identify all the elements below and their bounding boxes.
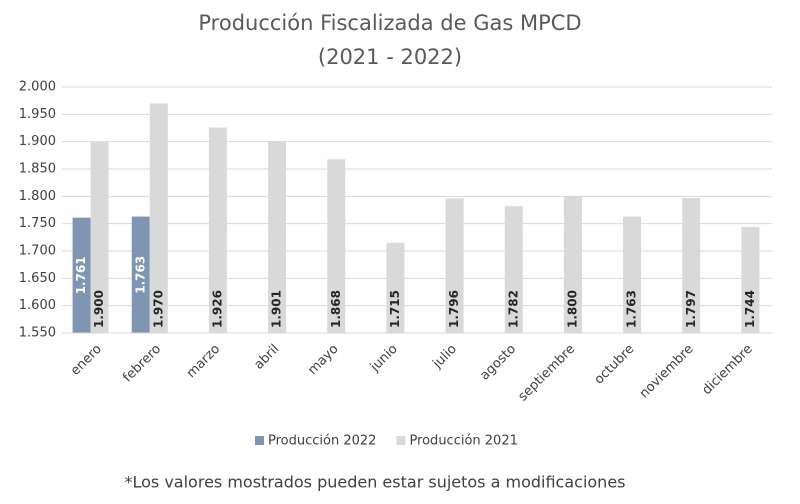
value-label: 1.744	[743, 290, 757, 328]
bar	[72, 217, 91, 333]
value-label: 1.900	[92, 290, 106, 328]
value-label: 1.868	[329, 290, 343, 328]
bar	[327, 159, 346, 333]
legend-swatch	[255, 436, 264, 445]
bar	[131, 216, 150, 333]
y-tick-label: 1.600	[19, 298, 56, 313]
legend-label: Producción 2021	[409, 434, 517, 449]
y-tick-label: 1.950	[19, 107, 56, 122]
legend-label: Producción 2022	[268, 434, 376, 449]
y-tick-label: 1.700	[19, 244, 56, 259]
y-tick-label: 1.750	[19, 216, 56, 231]
bar	[741, 226, 760, 333]
value-label: 1.715	[388, 290, 402, 328]
value-label: 1.761	[74, 256, 88, 294]
chart-subtitle: (2021 - 2022)	[318, 45, 462, 69]
y-tick-label: 1.850	[19, 162, 56, 177]
bar	[149, 103, 168, 334]
y-tick-label: 2.000	[19, 80, 56, 95]
value-label: 1.901	[270, 290, 284, 328]
legend-swatch	[396, 436, 406, 445]
bar	[623, 216, 642, 333]
value-label: 1.926	[210, 290, 224, 328]
value-label: 1.800	[565, 290, 579, 328]
y-tick-label: 1.650	[19, 271, 56, 286]
value-label: 1.970	[151, 290, 165, 328]
y-tick-label: 1.900	[19, 134, 56, 149]
y-tick-label: 1.550	[19, 326, 56, 341]
bar	[208, 127, 227, 333]
value-label: 1.796	[447, 290, 461, 328]
y-tick-label: 1.800	[19, 189, 56, 204]
bar	[386, 242, 405, 333]
value-label: 1.763	[625, 290, 639, 328]
bar	[682, 197, 701, 333]
value-label: 1.763	[133, 256, 147, 294]
bar	[445, 198, 464, 333]
bar	[504, 206, 523, 333]
value-label: 1.782	[506, 290, 520, 328]
bar	[90, 141, 109, 333]
chart-title: Producción Fiscalizada de Gas MPCD	[198, 11, 581, 35]
bar	[563, 196, 582, 333]
value-label: 1.797	[684, 290, 698, 328]
footnote: *Los valores mostrados pueden estar suje…	[124, 473, 625, 492]
bar	[268, 141, 287, 333]
